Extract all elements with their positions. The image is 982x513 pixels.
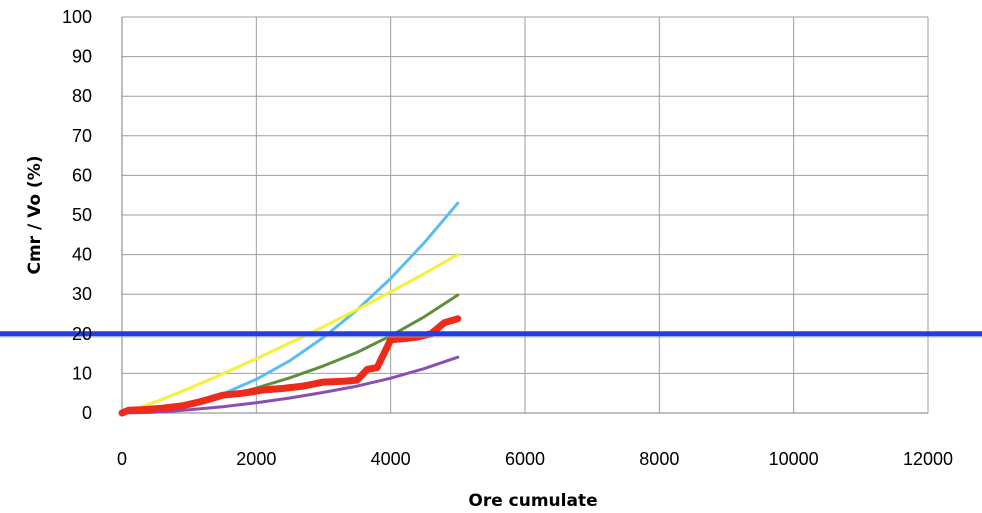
y-tick-label: 50 (72, 205, 92, 225)
x-tick-label: 12000 (903, 449, 953, 469)
y-tick-label: 20 (72, 324, 92, 344)
y-axis-title: Cmr / Vo (%) (25, 155, 45, 274)
y-tick-label: 90 (72, 47, 92, 67)
series-line-4 (120, 355, 460, 415)
axes (121, 17, 928, 414)
x-tick-label: 10000 (769, 449, 819, 469)
y-tick-label: 100 (62, 7, 92, 27)
y-tick-label: 30 (72, 284, 92, 304)
y-tick-label: 70 (72, 126, 92, 146)
series-line-5 (118, 315, 462, 417)
y-tick-label: 10 (72, 363, 92, 383)
x-tick-label: 6000 (505, 449, 545, 469)
x-tick-label: 8000 (639, 449, 679, 469)
x-tick-label: 4000 (371, 449, 411, 469)
series-group (118, 201, 462, 417)
tick-labels: 0 10 20 30 40 50 60 70 80 90 100 0 2000 4000 6000 8000 1… (62, 7, 953, 469)
y-tick-label: 0 (82, 403, 92, 423)
y-tick-label: 60 (72, 165, 92, 185)
x-tick-label: 2000 (236, 449, 276, 469)
grid (121, 16, 929, 414)
series-line-2 (120, 253, 460, 415)
series-line-1 (120, 201, 460, 415)
x-tick-label: 0 (117, 449, 127, 469)
y-tick-label: 80 (72, 86, 92, 106)
x-axis-title: Ore cumulate (468, 491, 597, 511)
reference-line-group (0, 331, 982, 338)
y-tick-label: 40 (72, 245, 92, 265)
